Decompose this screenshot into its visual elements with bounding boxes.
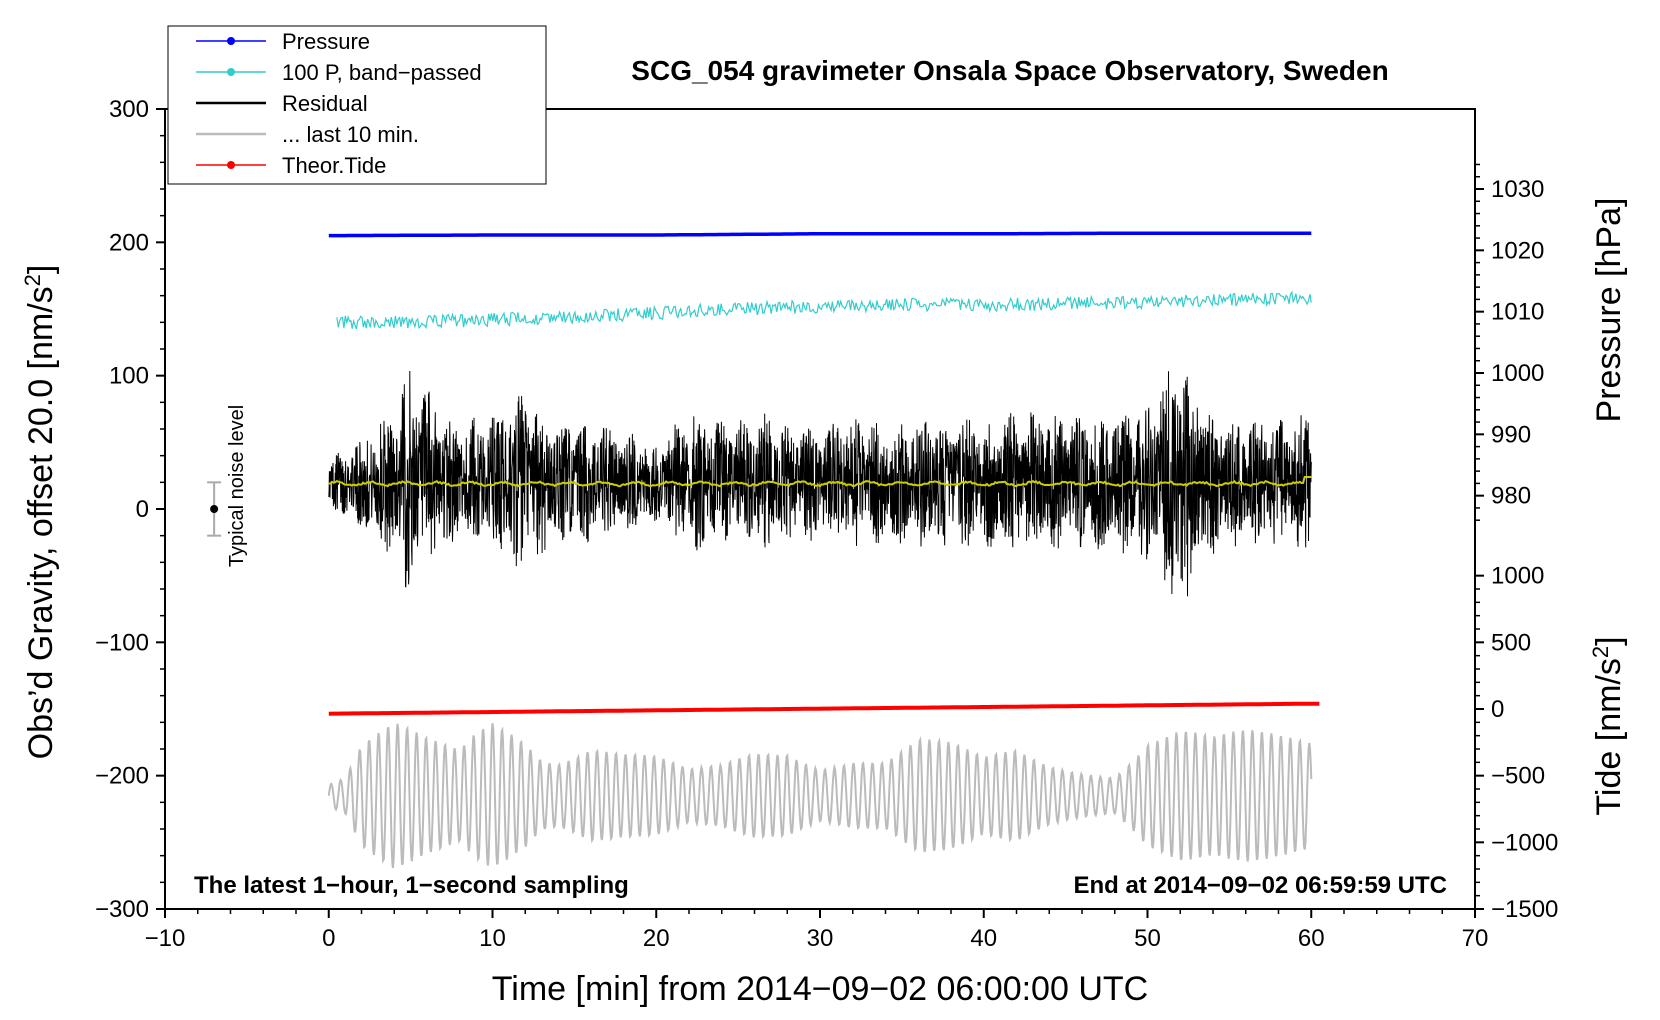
y-axis-title-tide-main: Tide [nm/s — [1590, 658, 1628, 815]
tide-tick-label: 500 — [1491, 629, 1531, 656]
noise-level-label: Typical noise level — [226, 405, 248, 567]
tide-tick-label: 0 — [1491, 696, 1504, 723]
legend-label: Pressure — [282, 29, 370, 54]
x-tick-label: 40 — [970, 925, 997, 952]
y-axis-title-tide: Tide [nm/s2] — [1588, 636, 1628, 815]
legend-label: Theor.Tide — [282, 153, 386, 178]
series-residual — [328, 370, 1312, 597]
pressure-tick-label: 1030 — [1491, 176, 1544, 203]
series-residual-smooth — [328, 476, 1312, 488]
noise-bar-point — [210, 505, 219, 513]
legend-box — [167, 25, 547, 185]
legend-items: Pressure 100 P, band−passed Residual ... la… — [196, 29, 482, 178]
ticks-layer: −10 0 10 20 30 40 50 60 703002001000−100−200−300… — [95, 96, 1558, 952]
y-axis-title-left: Obs’d Gravity, offset 20.0 [nm/s2] — [20, 265, 60, 760]
x-tick-label: 10 — [479, 925, 506, 952]
annotation-bottom-right: End at 2014−09−02 06:59:59 UTC — [1073, 872, 1447, 899]
legend-label: Residual — [282, 91, 368, 116]
y-tick-label: 300 — [109, 96, 149, 123]
pressure-tick-label: 1020 — [1491, 237, 1544, 264]
x-axis-title: Time [min] from 2014−09−02 06:00:00 UTC — [492, 970, 1148, 1008]
legend-marker — [227, 68, 235, 76]
y-tick-label: 100 — [109, 363, 149, 390]
x-tick-label: 30 — [807, 925, 834, 952]
pressure-tick-label: 980 — [1491, 483, 1531, 510]
x-tick-label: −10 — [145, 925, 186, 952]
series-layer — [327, 231, 1320, 869]
y-axis-title-left-end: ] — [22, 265, 60, 274]
tide-tick-label: 1000 — [1491, 563, 1544, 590]
annotation-bottom-left: The latest 1−hour, 1−second sampling — [194, 872, 629, 899]
legend-label: ... last 10 min. — [282, 122, 419, 147]
y-tick-label: −300 — [95, 896, 149, 923]
y-axis-title-pressure: Pressure [hPa] — [1590, 198, 1628, 423]
noise-bar — [207, 481, 222, 537]
pressure-tick-label: 1000 — [1491, 360, 1544, 387]
series-last-10-min — [327, 723, 1313, 869]
legend-label: 100 P, band−passed — [282, 60, 482, 85]
series-pressure — [328, 231, 1312, 238]
y-tick-label: −200 — [95, 763, 149, 790]
y-axis-title-left-sup: 2 — [20, 274, 45, 286]
y-tick-label: 200 — [109, 229, 149, 256]
y-axis-title-left-main: Obs’d Gravity, offset 20.0 [nm/s — [22, 286, 60, 759]
series-theor-tide — [328, 701, 1320, 716]
chart-title: SCG_054 gravimeter Onsala Space Observat… — [631, 55, 1388, 86]
x-tick-label: 70 — [1462, 925, 1489, 952]
x-tick-label: 0 — [322, 925, 335, 952]
x-tick-label: 60 — [1298, 925, 1325, 952]
x-tick-label: 50 — [1134, 925, 1161, 952]
tide-tick-label: −1500 — [1491, 896, 1558, 923]
legend-marker — [227, 161, 235, 169]
legend-marker — [227, 37, 235, 45]
y-axis-title-tide-sup: 2 — [1588, 646, 1613, 658]
x-tick-label: 20 — [643, 925, 670, 952]
pressure-tick-label: 990 — [1491, 421, 1531, 448]
y-tick-label: 0 — [136, 496, 149, 523]
tide-tick-label: −500 — [1491, 763, 1545, 790]
y-axis-title-tide-end: ] — [1590, 636, 1628, 645]
tide-tick-label: −1000 — [1491, 829, 1558, 856]
legend: Pressure 100 P, band−passed Residual ... la… — [167, 25, 547, 185]
pressure-tick-label: 1010 — [1491, 299, 1544, 326]
y-tick-label: −100 — [95, 629, 149, 656]
series-band-passed — [336, 290, 1312, 330]
